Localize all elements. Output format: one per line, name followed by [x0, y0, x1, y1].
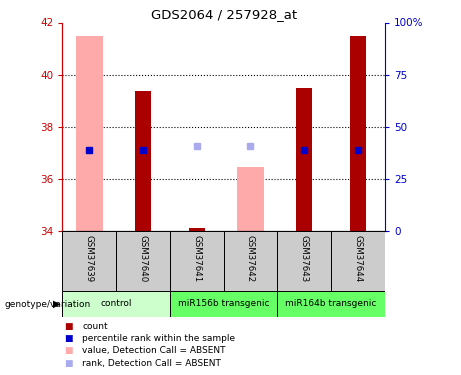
- FancyBboxPatch shape: [170, 231, 224, 291]
- FancyBboxPatch shape: [62, 291, 170, 317]
- Text: GSM37642: GSM37642: [246, 236, 255, 283]
- FancyBboxPatch shape: [278, 231, 331, 291]
- FancyBboxPatch shape: [116, 231, 170, 291]
- Bar: [237, 167, 264, 231]
- Text: rank, Detection Call = ABSENT: rank, Detection Call = ABSENT: [82, 359, 221, 368]
- Text: ■: ■: [65, 322, 73, 331]
- Text: ▶: ▶: [53, 299, 60, 309]
- FancyBboxPatch shape: [331, 231, 385, 291]
- Text: GSM37641: GSM37641: [192, 236, 201, 283]
- FancyBboxPatch shape: [224, 231, 278, 291]
- Text: genotype/variation: genotype/variation: [5, 300, 91, 309]
- Text: control: control: [100, 299, 132, 308]
- Bar: [76, 36, 102, 231]
- Text: ■: ■: [65, 346, 73, 355]
- FancyBboxPatch shape: [170, 291, 278, 317]
- Bar: [135, 92, 151, 231]
- Title: GDS2064 / 257928_at: GDS2064 / 257928_at: [151, 8, 296, 21]
- Bar: [350, 36, 366, 231]
- Text: count: count: [82, 322, 108, 331]
- Text: GSM37639: GSM37639: [85, 236, 94, 282]
- Text: miR156b transgenic: miR156b transgenic: [178, 299, 269, 308]
- Text: percentile rank within the sample: percentile rank within the sample: [82, 334, 235, 343]
- Text: GSM37644: GSM37644: [354, 236, 362, 283]
- FancyBboxPatch shape: [278, 291, 385, 317]
- Text: ■: ■: [65, 334, 73, 343]
- FancyBboxPatch shape: [62, 231, 116, 291]
- Text: value, Detection Call = ABSENT: value, Detection Call = ABSENT: [82, 346, 225, 355]
- Text: GSM37640: GSM37640: [138, 236, 148, 283]
- Bar: [189, 228, 205, 231]
- Bar: [296, 87, 313, 231]
- Text: ■: ■: [65, 359, 73, 368]
- Text: miR164b transgenic: miR164b transgenic: [285, 299, 377, 308]
- Text: GSM37643: GSM37643: [300, 236, 309, 283]
